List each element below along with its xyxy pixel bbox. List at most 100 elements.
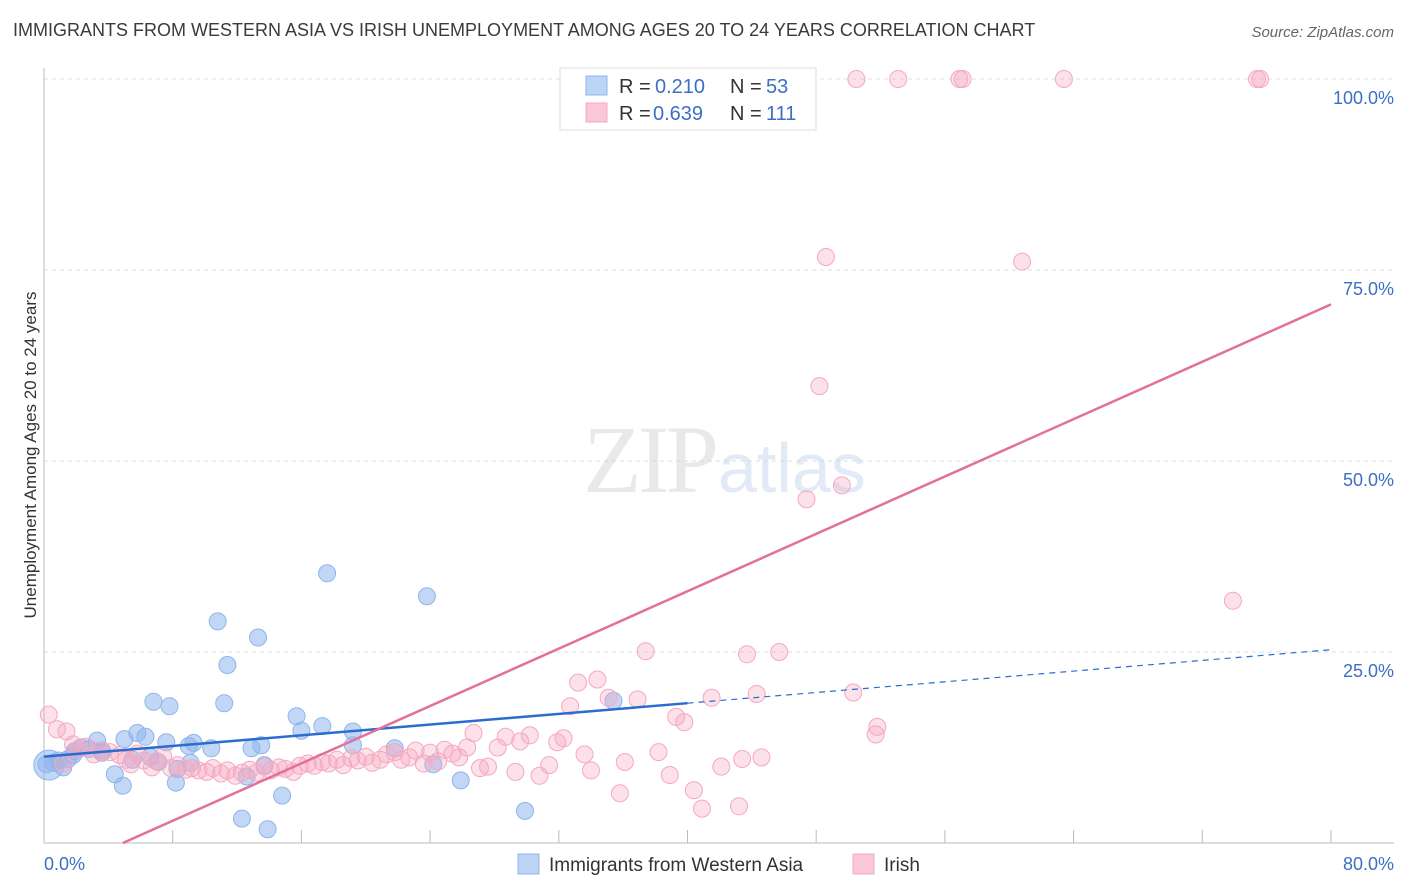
irish-point (1054, 70, 1073, 88)
western-asia-point (37, 755, 56, 774)
irish-point (496, 727, 515, 746)
legend-n-label: N = (730, 76, 762, 98)
irish-point (660, 766, 679, 784)
irish-point (730, 797, 748, 816)
irish-point (506, 762, 525, 781)
irish-point (712, 757, 731, 776)
irish-point (747, 685, 766, 703)
irish-point (511, 732, 530, 751)
irish-point (832, 476, 851, 495)
legend-bottom: Immigrants from Western Asia Irish (517, 853, 920, 876)
irish-point (702, 688, 721, 707)
irish-point (950, 70, 969, 88)
irish-point (844, 683, 863, 702)
western-asia-point (417, 587, 436, 606)
western-asia-point (252, 736, 271, 755)
western-asia-point (136, 727, 155, 746)
irish-point (636, 642, 655, 661)
x-tick-labels: 0.0% 80.0% (44, 854, 1394, 874)
legend-n-label: N = (730, 103, 762, 125)
western-asia-point (160, 697, 179, 716)
irish-point (520, 726, 539, 745)
legend-swatch-irish (585, 102, 608, 123)
trend-line-irish (122, 303, 1332, 845)
legend-bottom-swatch-irish (852, 853, 875, 875)
legend-n-value: 111 (766, 103, 796, 125)
irish-point (142, 758, 161, 777)
watermark-atlas: atlas (718, 429, 866, 507)
irish-point (569, 673, 588, 692)
western-asia-point (249, 628, 267, 647)
trend-line-western-asia-extension (687, 649, 1332, 704)
chart-title: IMMIGRANTS FROM WESTERN ASIA VS IRISH UN… (13, 20, 1036, 40)
irish-point (733, 750, 752, 768)
western-asia-point (451, 771, 470, 790)
irish-point (540, 756, 559, 775)
trend-line-western-asia (43, 701, 688, 758)
y-tick-labels: 100.0% 75.0% 50.0% 25.0% (1333, 88, 1394, 681)
western-asia-point (215, 694, 234, 713)
irish-point (770, 643, 789, 661)
irish-point (649, 743, 668, 762)
irish-point (610, 784, 629, 803)
irish-point (628, 690, 647, 709)
legend-swatch-western-asia (585, 75, 608, 96)
irish-point (810, 377, 829, 396)
irish-point (414, 754, 433, 773)
legend-bottom-swatch-western-asia (517, 853, 540, 875)
western-asia-point (113, 776, 132, 795)
irish-point (561, 697, 580, 716)
legend-top: R = 0.210 N = 53 R = 0.639 N = 111 (559, 67, 817, 131)
irish-point (847, 70, 866, 88)
irish-point (554, 729, 573, 748)
irish-point (675, 713, 694, 732)
irish-point (866, 725, 885, 744)
western-asia-point (144, 692, 163, 711)
legend-bottom-label-western-asia: Immigrants from Western Asia (549, 855, 804, 876)
legend-r-label: R = (619, 103, 651, 125)
watermark-zip: ZIP (583, 406, 716, 513)
irish-point (738, 645, 756, 664)
axes (43, 68, 1394, 844)
chart-source: Source: ZipAtlas.com (1251, 24, 1394, 41)
irish-point (464, 724, 483, 742)
irish-point (693, 799, 711, 818)
western-asia-point (232, 809, 251, 828)
legend-r-value: 0.639 (653, 103, 703, 125)
y-tick-label: 25.0% (1343, 661, 1394, 681)
irish-point (176, 760, 195, 779)
y-tick-label: 75.0% (1343, 279, 1394, 299)
western-asia-point (273, 786, 292, 805)
irish-point (1248, 70, 1266, 88)
watermark: ZIP atlas (583, 406, 866, 513)
series-western-asia-points (33, 564, 623, 839)
irish-point (752, 748, 771, 767)
irish-point (39, 705, 58, 724)
irish-point (479, 757, 497, 776)
irish-point (599, 688, 618, 707)
irish-point (575, 745, 594, 764)
legend-bottom-label-irish: Irish (884, 855, 920, 876)
legend-r-label: R = (619, 76, 651, 98)
y-tick-label: 50.0% (1343, 470, 1394, 490)
western-asia-point (318, 564, 337, 583)
western-asia-point (218, 656, 237, 674)
western-asia-point (208, 612, 227, 631)
legend-n-value: 53 (766, 76, 788, 98)
y-tick-label: 100.0% (1333, 88, 1394, 108)
irish-point (1223, 591, 1242, 610)
x-tick-label: 80.0% (1343, 854, 1394, 874)
irish-point (684, 781, 703, 800)
irish-point (889, 70, 908, 88)
irish-point (797, 490, 816, 509)
irish-point (54, 754, 73, 773)
western-asia-point (516, 801, 534, 820)
western-asia-point (424, 755, 443, 774)
irish-point (868, 717, 887, 736)
series-irish-points (39, 70, 1270, 818)
trend-lines (43, 303, 1332, 845)
irish-point (1013, 252, 1032, 271)
x-tick-label: 0.0% (44, 854, 85, 874)
irish-point (429, 752, 448, 771)
